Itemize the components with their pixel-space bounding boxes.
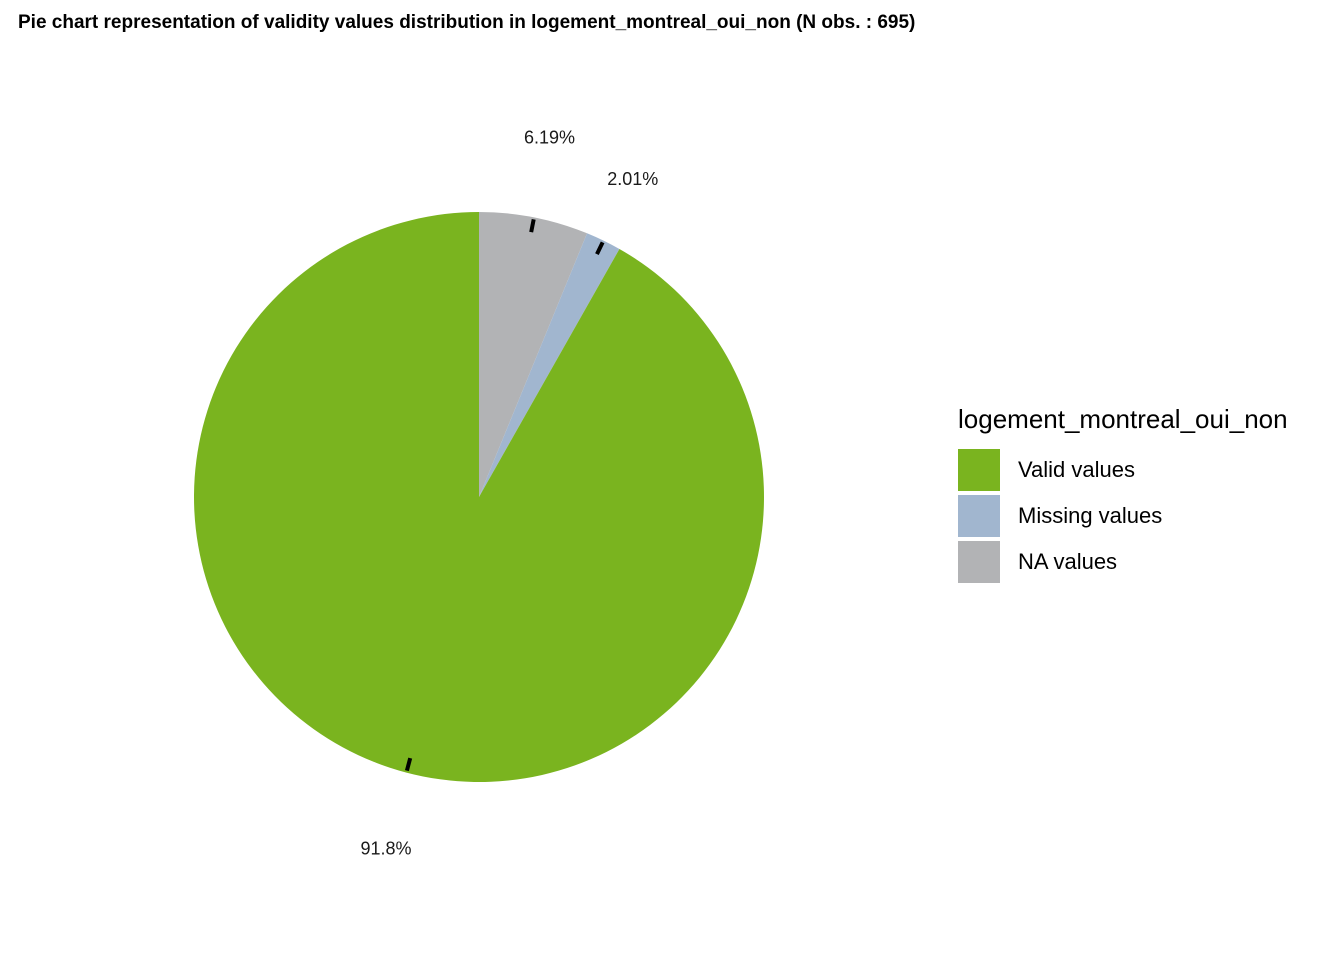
legend-swatch-valid: [958, 449, 1000, 491]
legend-swatch-missing: [958, 495, 1000, 537]
pie-slice-na-values: [479, 212, 588, 497]
slice-labels: 6.19% 2.01% 91.8%: [360, 128, 658, 859]
pie-slice-missing-values: [479, 233, 620, 497]
tick-missing-values: [595, 241, 605, 255]
slice-label-missing-values: 2.01%: [607, 169, 658, 189]
label-ticks: [404, 218, 605, 772]
legend-item-na: NA values: [958, 539, 1288, 585]
legend-label-na: NA values: [1018, 549, 1118, 574]
tick-valid-values: [404, 757, 413, 772]
pie-slices: [194, 212, 765, 782]
legend-swatch-na: [958, 541, 1000, 583]
slice-label-valid-values: 91.8%: [360, 839, 411, 859]
legend-title: logement_montreal_oui_non: [958, 404, 1288, 434]
legend-item-valid: Valid values: [958, 447, 1288, 493]
pie-slice-valid-values: [194, 212, 765, 782]
legend: logement_montreal_oui_non Valid values M…: [958, 404, 1288, 585]
legend-label-valid: Valid values: [1018, 457, 1135, 482]
legend-label-missing: Missing values: [1018, 503, 1163, 528]
slice-label-na-values: 6.19%: [524, 128, 575, 148]
tick-na-values: [529, 218, 536, 233]
chart-title: Pie chart representation of validity val…: [18, 12, 916, 33]
legend-item-missing: Missing values: [958, 493, 1288, 539]
